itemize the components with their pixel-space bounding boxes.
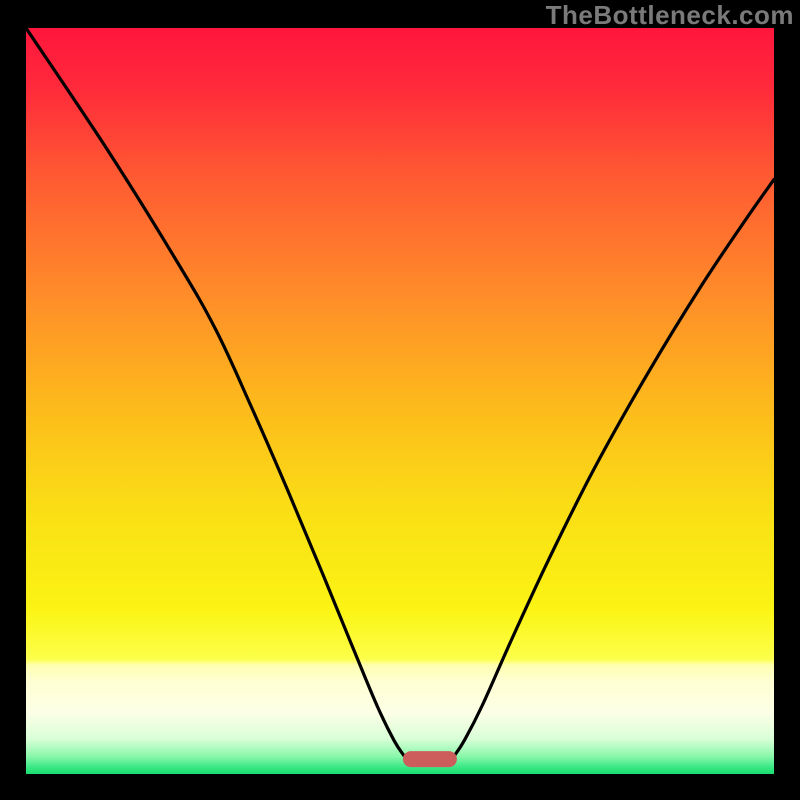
plot-area (26, 28, 774, 774)
watermark-text: TheBottleneck.com (546, 0, 794, 31)
bottleneck-chart (0, 0, 800, 800)
bottleneck-marker (403, 751, 457, 767)
chart-canvas: TheBottleneck.com (0, 0, 800, 800)
